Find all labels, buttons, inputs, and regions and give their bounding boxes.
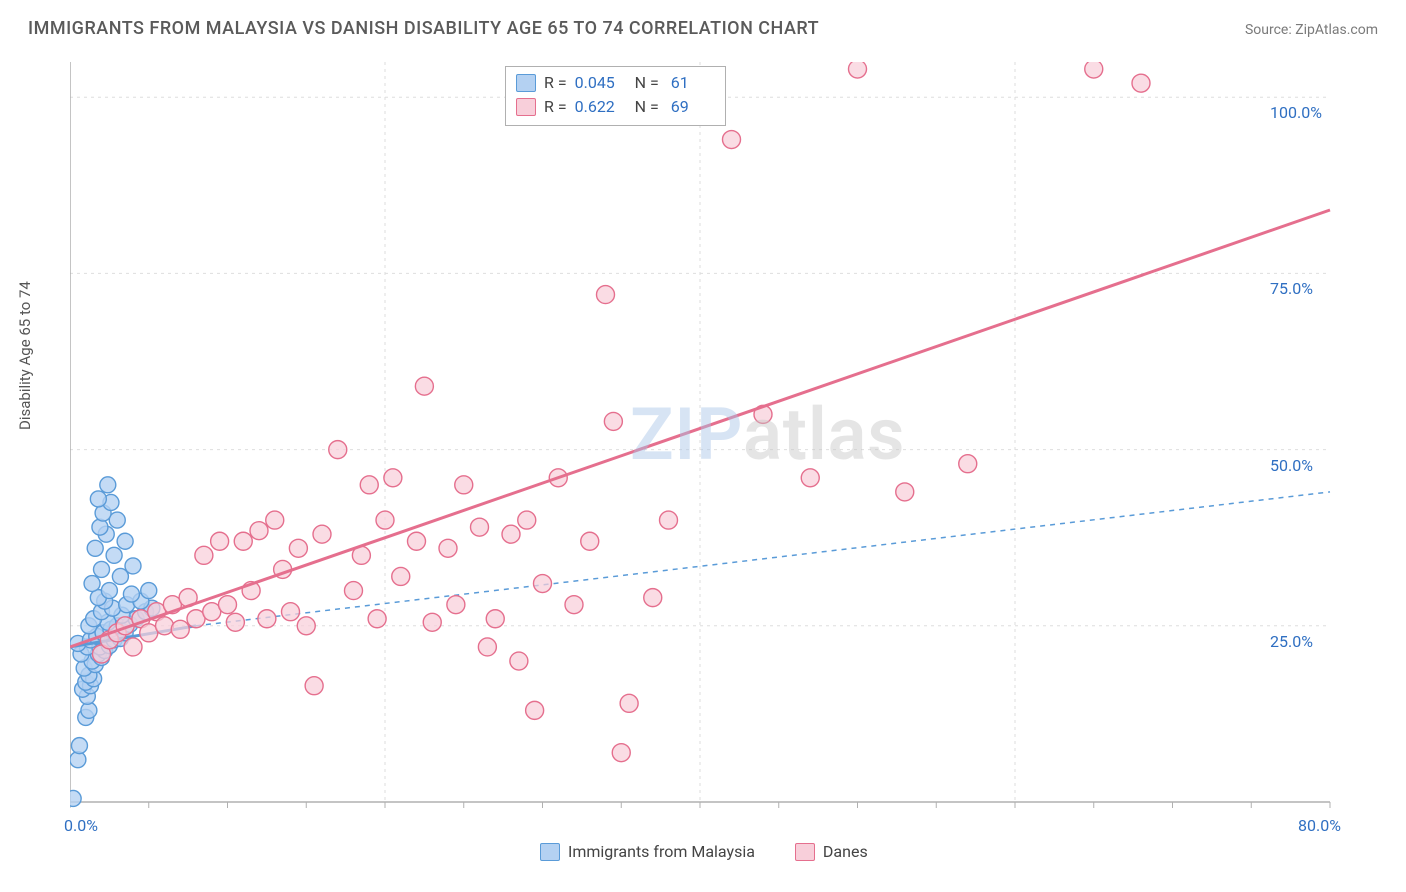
x-tick-label: 0.0% [64,816,98,835]
stat-r-label: R = [544,71,567,95]
legend-series: Immigrants from Malaysia Danes [540,842,868,861]
legend-label: Danes [823,842,868,861]
title-bar: IMMIGRANTS FROM MALAYSIA VS DANISH DISAB… [0,0,1406,47]
legend-stat-row: R = 0.622 N = 69 [516,95,715,119]
chart-title: IMMIGRANTS FROM MALAYSIA VS DANISH DISAB… [28,18,819,39]
y-tick-label: 75.0% [1270,279,1313,298]
chart-source: Source: ZipAtlas.com [1245,22,1378,38]
stat-r-value: 0.045 [575,71,623,95]
legend-stats: R = 0.045 N = 61 R = 0.622 N = 69 [505,66,726,126]
legend-item: Danes [795,842,868,861]
y-tick-label: 50.0% [1270,456,1313,475]
legend-label: Immigrants from Malaysia [568,842,755,861]
stat-n-label: N = [631,95,659,119]
legend-swatch [540,843,560,861]
chart-area: ZIPatlas R =0.045 N = 61R =0.622 N = 69 … [70,62,1370,822]
legend-item: Immigrants from Malaysia [540,842,755,861]
stat-n-value: 69 [667,95,715,119]
y-tick-label: 100.0% [1270,103,1322,122]
legend-swatch [516,98,536,116]
stat-n-label: N = [631,71,659,95]
y-tick-label: 25.0% [1270,632,1313,651]
stat-n-value: 61 [667,71,715,95]
scatter-plot [70,62,1370,862]
x-tick-label: 80.0% [1298,816,1341,835]
legend-stat-row: R = 0.045 N = 61 [516,71,715,95]
legend-swatch [795,843,815,861]
y-axis-label: Disability Age 65 to 74 [16,281,34,430]
stat-r-label: R = [544,95,567,119]
legend-swatch [516,74,536,92]
stat-r-value: 0.622 [575,95,623,119]
